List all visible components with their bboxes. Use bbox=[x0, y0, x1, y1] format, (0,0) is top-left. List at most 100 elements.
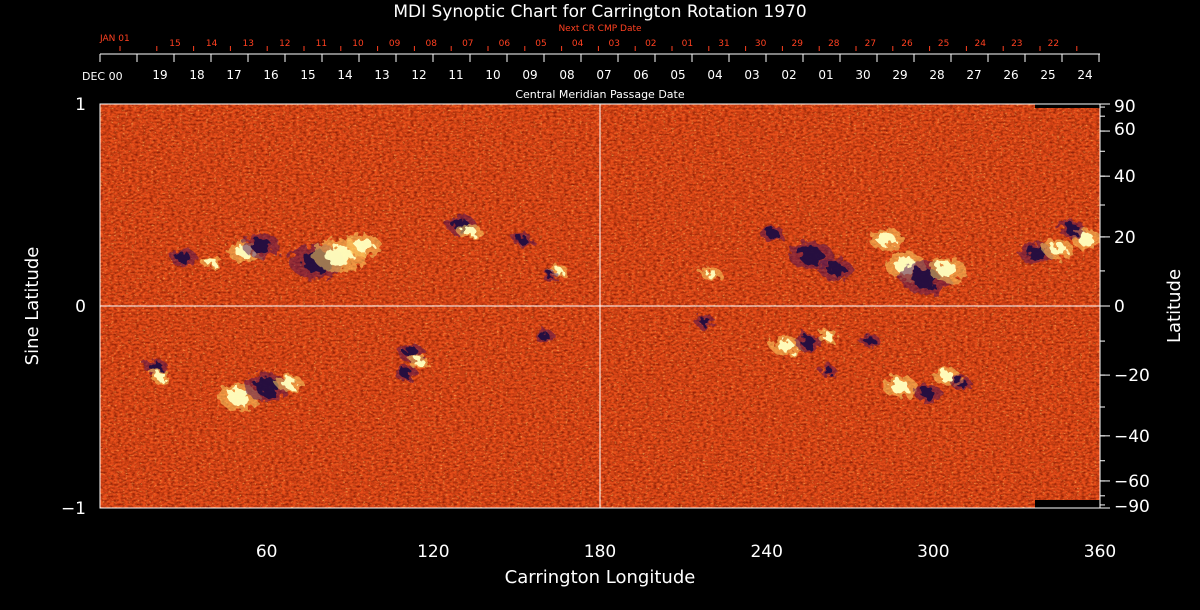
positive-polarity-region bbox=[463, 226, 476, 237]
top-date-label: 12 bbox=[411, 68, 426, 82]
positive-polarity-region bbox=[1050, 243, 1067, 256]
negative-polarity-region bbox=[254, 377, 279, 396]
next-cr-date-label: 09 bbox=[389, 39, 401, 49]
next-cr-date-label: 15 bbox=[169, 39, 180, 49]
negative-polarity-region bbox=[1027, 246, 1046, 261]
data-gap-top bbox=[1035, 104, 1100, 108]
positive-polarity-region bbox=[940, 371, 955, 383]
next-cr-date-label: 14 bbox=[206, 39, 218, 49]
negative-polarity-region bbox=[539, 332, 550, 341]
next-cr-date-label: 01 bbox=[682, 39, 693, 49]
next-cr-date-label: 13 bbox=[242, 39, 253, 49]
negative-polarity-region bbox=[920, 387, 935, 399]
next-cr-date-label: 04 bbox=[572, 39, 584, 49]
y-tick-label-right: −40 bbox=[1114, 427, 1150, 447]
y-tick-label-right: −20 bbox=[1114, 366, 1150, 386]
negative-polarity-region bbox=[545, 272, 555, 280]
negative-polarity-region bbox=[827, 262, 846, 277]
next-cr-date-label: 28 bbox=[828, 39, 840, 49]
negative-polarity-region bbox=[864, 336, 875, 345]
top-date-label: 26 bbox=[1003, 68, 1018, 82]
next-cr-date-label: 24 bbox=[974, 39, 986, 49]
top-date-label: 17 bbox=[226, 68, 241, 82]
negative-polarity-region bbox=[799, 246, 823, 265]
next-cr-date-label: 05 bbox=[535, 39, 546, 49]
y-axis-label-right: Latitude bbox=[1164, 269, 1185, 343]
next-cr-date-label: 11 bbox=[316, 39, 327, 49]
next-cr-date-label: 03 bbox=[608, 39, 619, 49]
y-tick-label-right: 20 bbox=[1114, 228, 1136, 248]
top-date-label: 10 bbox=[485, 68, 500, 82]
next-cr-start-label: JAN 01 bbox=[99, 34, 130, 44]
negative-polarity-region bbox=[403, 346, 419, 359]
next-cr-date-label: 30 bbox=[755, 39, 767, 49]
top-date-label: 05 bbox=[670, 68, 685, 82]
top-date-label: 07 bbox=[596, 68, 611, 82]
top-date-label: 04 bbox=[707, 68, 722, 82]
top-date-label: 24 bbox=[1077, 68, 1092, 82]
axes-layer: 60 120 180 240 300 36010−1906040200−20−40−60−… bbox=[61, 39, 1150, 562]
next-cr-date-label: 27 bbox=[865, 39, 876, 49]
top-date-label: 01 bbox=[818, 68, 833, 82]
positive-polarity-region bbox=[822, 332, 834, 341]
x-tick-label: 360 bbox=[1084, 542, 1116, 562]
top-start-label: DEC 00 bbox=[82, 70, 123, 83]
next-cr-date-label: 08 bbox=[425, 39, 437, 49]
top-date-label: 25 bbox=[1040, 68, 1055, 82]
top-date-label: 18 bbox=[189, 68, 204, 82]
positive-polarity-region bbox=[778, 340, 795, 353]
y-axis-label-left: Sine Latitude bbox=[22, 247, 43, 366]
y-tick-label-right: 90 bbox=[1114, 97, 1136, 117]
negative-polarity-region bbox=[516, 235, 528, 244]
positive-polarity-region bbox=[228, 388, 250, 406]
y-tick-label-left: 0 bbox=[75, 297, 86, 317]
top-date-label: 29 bbox=[892, 68, 907, 82]
positive-polarity-region bbox=[877, 232, 896, 247]
negative-polarity-region bbox=[149, 361, 162, 372]
top-date-label: 28 bbox=[929, 68, 944, 82]
top-date-label: 19 bbox=[152, 68, 167, 82]
y-tick-label-left: −1 bbox=[61, 499, 86, 519]
top-date-label: 09 bbox=[522, 68, 537, 82]
x-tick-label: 300 bbox=[917, 542, 949, 562]
top-date-label: 11 bbox=[448, 68, 463, 82]
top-date-label: 27 bbox=[966, 68, 981, 82]
next-cr-date-label: 22 bbox=[1048, 39, 1059, 49]
top-date-label: 06 bbox=[633, 68, 648, 82]
negative-polarity-region bbox=[801, 336, 816, 348]
next-cr-date-label: 02 bbox=[645, 39, 656, 49]
negative-polarity-region bbox=[765, 228, 779, 239]
negative-polarity-region bbox=[955, 378, 967, 387]
y-tick-label-right: −90 bbox=[1114, 497, 1150, 517]
next-cr-date-label: 29 bbox=[791, 39, 803, 49]
negative-polarity-region bbox=[1065, 223, 1080, 235]
positive-polarity-region bbox=[325, 245, 353, 266]
top-date-label: 16 bbox=[263, 68, 278, 82]
positive-polarity-region bbox=[205, 257, 217, 266]
positive-polarity-region bbox=[414, 358, 425, 367]
y-tick-label-right: 40 bbox=[1114, 167, 1136, 187]
negative-polarity-region bbox=[700, 317, 711, 327]
next-cr-date-label: 25 bbox=[938, 39, 949, 49]
y-tick-label-left: 1 bbox=[75, 95, 86, 115]
y-tick-label-right: 60 bbox=[1114, 120, 1136, 140]
negative-polarity-region bbox=[823, 367, 833, 375]
cmp-axis-label: Central Meridian Passage Date bbox=[515, 88, 684, 101]
positive-polarity-region bbox=[281, 377, 297, 389]
positive-polarity-region bbox=[155, 372, 167, 381]
negative-polarity-region bbox=[399, 367, 412, 378]
positive-polarity-region bbox=[354, 238, 373, 253]
top-date-label: 03 bbox=[744, 68, 759, 82]
y-tick-label-right: 0 bbox=[1114, 297, 1125, 317]
next-cr-date-label: 12 bbox=[279, 39, 290, 49]
x-tick-label: 180 bbox=[584, 542, 616, 562]
x-tick-label: 60 bbox=[256, 542, 278, 562]
next-cr-date-label: 23 bbox=[1011, 39, 1022, 49]
top-date-label: 02 bbox=[781, 68, 796, 82]
top-date-label: 13 bbox=[374, 68, 389, 82]
top-date-label: 14 bbox=[337, 68, 352, 82]
positive-polarity-region bbox=[937, 261, 958, 278]
next-cr-label: Next CR CMP Date bbox=[558, 24, 642, 34]
top-date-label: 15 bbox=[300, 68, 315, 82]
